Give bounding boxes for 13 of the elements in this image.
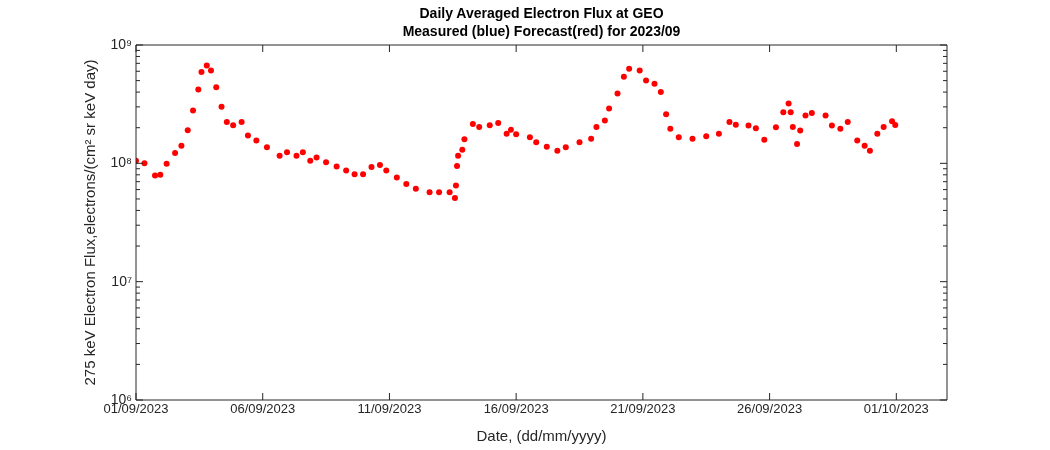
x-tick-label: 26/09/2023 xyxy=(737,401,803,417)
y-tick-label: 10⁹ xyxy=(110,35,132,52)
x-tick-label: 11/09/2023 xyxy=(357,401,422,417)
chart-title: Daily Averaged Electron Flux at GEO xyxy=(419,5,664,21)
x-tick-label: 21/09/2023 xyxy=(610,401,676,417)
y-tick-label: 10⁸ xyxy=(110,154,133,171)
x-tick-label: 06/09/2023 xyxy=(230,401,296,417)
x-tick-label: 16/09/2023 xyxy=(483,401,549,417)
y-tick-label: 10⁷ xyxy=(111,272,132,289)
x-axis-title: Date, (dd/mm/yyyy) xyxy=(476,427,607,445)
x-tick-label: 01/10/2023 xyxy=(863,401,929,417)
y-axis-title: 275 keV Electron Flux,electrons/(cm² sr keV day) xyxy=(81,59,99,386)
chart-subtitle: Measured (blue) Forecast(red) for 2023/09 xyxy=(402,23,681,39)
